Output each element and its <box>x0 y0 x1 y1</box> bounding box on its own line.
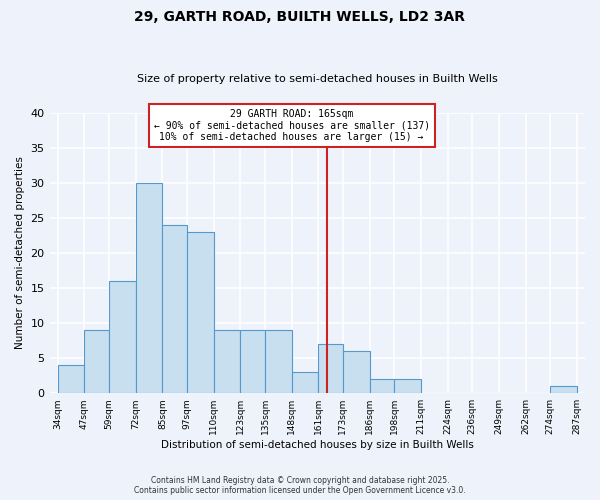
Bar <box>163 225 187 393</box>
Bar <box>292 372 318 393</box>
Text: 29, GARTH ROAD, BUILTH WELLS, LD2 3AR: 29, GARTH ROAD, BUILTH WELLS, LD2 3AR <box>134 10 466 24</box>
Title: Size of property relative to semi-detached houses in Builth Wells: Size of property relative to semi-detach… <box>137 74 497 84</box>
Bar <box>265 330 292 393</box>
Y-axis label: Number of semi-detached properties: Number of semi-detached properties <box>15 156 25 350</box>
Bar <box>318 344 343 393</box>
Bar <box>109 281 136 393</box>
Bar <box>343 351 370 393</box>
Bar <box>85 330 109 393</box>
Bar <box>394 379 421 393</box>
Text: 29 GARTH ROAD: 165sqm
← 90% of semi-detached houses are smaller (137)
10% of sem: 29 GARTH ROAD: 165sqm ← 90% of semi-deta… <box>154 109 430 142</box>
X-axis label: Distribution of semi-detached houses by size in Builth Wells: Distribution of semi-detached houses by … <box>161 440 474 450</box>
Bar <box>214 330 241 393</box>
Bar <box>550 386 577 393</box>
Bar <box>370 379 394 393</box>
Bar <box>187 232 214 393</box>
Bar <box>58 365 85 393</box>
Bar <box>136 182 163 393</box>
Bar <box>241 330 265 393</box>
Text: Contains HM Land Registry data © Crown copyright and database right 2025.
Contai: Contains HM Land Registry data © Crown c… <box>134 476 466 495</box>
